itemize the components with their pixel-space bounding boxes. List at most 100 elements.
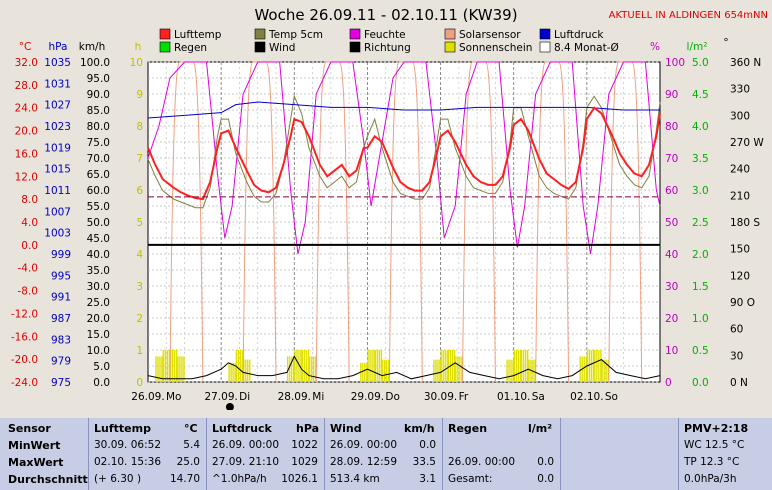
humidity-axis-tick: 0 [665, 377, 672, 389]
legend-swatch [159, 28, 171, 40]
pressure-axis-tick: 979 [51, 356, 71, 368]
temp-axis-tick: 8.0 [21, 194, 38, 206]
direction-unit: ° [723, 37, 728, 49]
temp-axis-tick: -24.0 [11, 377, 38, 389]
humidity-axis-tick: 50 [665, 217, 678, 229]
x-tick-day: Sa [532, 391, 545, 403]
wind-unit: km/h [404, 422, 435, 435]
x-tick-date: 27.09. [204, 391, 237, 403]
sunshine-bar [360, 362, 368, 382]
sunshine-bar [162, 350, 170, 382]
temp-axis-tick: -12.0 [11, 308, 38, 320]
pressure-axis-tick: 1015 [44, 164, 71, 176]
rain-axis-tick: 4.0 [692, 121, 709, 133]
luftdruck-max-value: 1029 [291, 456, 318, 468]
legend-swatch [349, 41, 361, 53]
legend-label: Feuchte [364, 29, 406, 41]
humidity-unit: % [650, 41, 660, 53]
series-line-lufttemp [147, 106, 661, 201]
series-line-feuchte [147, 61, 661, 255]
rain-axis-tick: 5.0 [692, 57, 709, 69]
wind-axis-tick: 30.0 [87, 281, 110, 293]
sunshine-bar [374, 350, 383, 382]
regen-unit: l/m² [528, 422, 553, 435]
rain-axis-tick: 3.5 [692, 153, 709, 165]
windchill-value: WC 12.5 °C [684, 439, 745, 451]
pressure-trend-value: 0.0hPa/3h [684, 473, 737, 485]
x-tick-day: So [605, 391, 618, 403]
direction-axis-tick: 0 N [730, 377, 748, 389]
rain-axis-tick: 3.0 [692, 185, 709, 197]
temp-axis-tick: -8.0 [18, 286, 39, 298]
humidity-axis-tick: 30 [665, 281, 678, 293]
pressure-axis-tick: 987 [51, 313, 71, 325]
pressure-axis-tick: 1003 [44, 228, 71, 240]
legend-swatch [444, 41, 456, 53]
pressure-axis-tick: 1035 [44, 57, 71, 69]
sun-axis-tick: 0 [136, 377, 143, 389]
wind-axis-tick: 90.0 [87, 89, 110, 101]
pressure-axis-tick: 991 [51, 292, 71, 304]
legend-swatch [539, 41, 551, 53]
rain-axis-tick: 4.5 [692, 89, 709, 101]
wind-distance: 513.4 km [330, 473, 380, 485]
x-tick-date: 30.09. [424, 391, 457, 403]
pressure-axis-tick: 1027 [44, 100, 71, 112]
statistics-table: Sensor MinWert MaxWert Durchschnitt Luft… [0, 418, 772, 490]
x-tick-date: 02.10. [570, 391, 603, 403]
pressure-axis-tick: 983 [51, 334, 71, 346]
maxwert-label: MaxWert [8, 456, 64, 469]
wind-header: Wind [330, 422, 362, 435]
temp-axis-tick: 20.0 [15, 126, 38, 138]
weather-week-chart: 32.0 28.0 24.0 20.0 16.0 12.0 8.0 4.0 0.0 -4.0 -8.… [11, 6, 768, 411]
live-location-label: AKTUELL IN ALDINGEN 654mNN [609, 10, 768, 21]
temp-axis-tick: -16.0 [11, 331, 38, 343]
rain-axis-tick: 0.0 [692, 377, 709, 389]
durchschnitt-label: Durchschnitt [8, 473, 88, 486]
legend-label: Wind [269, 42, 295, 54]
wind-axis-tick: 10.0 [87, 345, 110, 357]
direction-axis-tick: 60 [730, 324, 743, 336]
luftdruck-trend: ^1.0hPa/h [212, 473, 267, 485]
sun-axis-tick: 3 [136, 281, 143, 293]
luftdruck-unit: hPa [296, 422, 320, 435]
sunshine-bar [367, 350, 375, 382]
pressure-axis-tick: 995 [51, 270, 71, 282]
x-tick-day: Di [239, 391, 250, 403]
legend-swatch [254, 41, 266, 53]
legend-label: Solarsensor [459, 29, 521, 41]
sunshine-bar [433, 359, 441, 382]
humidity-axis-tick: 80 [665, 121, 678, 133]
luftdruck-header: Luftdruck [212, 422, 272, 435]
direction-axis-tick: 180 S [730, 217, 760, 229]
wind-axis-tick: 45.0 [87, 233, 110, 245]
chart-title: Woche 26.09.11 - 02.10.11 (KW39) [254, 6, 517, 24]
current-time-marker [225, 403, 234, 411]
legend-label: Luftdruck [554, 29, 604, 41]
wind-axis-tick: 35.0 [87, 265, 110, 277]
pressure-axis-tick: 1023 [44, 121, 71, 133]
lufttemp-min-value: 5.4 [183, 439, 200, 451]
sunshine-bar [440, 350, 448, 382]
regen-total-value: 0.0 [537, 473, 554, 485]
sun-axis-tick: 1 [136, 345, 143, 357]
x-tick-day: Fr [459, 391, 469, 403]
sun-axis-tick: 4 [136, 249, 143, 261]
wind-avg-value: 3.1 [419, 473, 436, 485]
wind-axis-tick: 0.0 [93, 377, 110, 389]
regen-time: 26.09. 00:00 [448, 456, 515, 468]
humidity-axis-tick: 90 [665, 89, 678, 101]
pmv-header: PMV+2:18 [684, 422, 749, 435]
sun-axis-tick: 5 [136, 217, 143, 229]
sensor-header: Sensor [8, 422, 51, 435]
sun-axis-tick: 9 [136, 89, 143, 101]
pressure-axis-tick: 1007 [44, 206, 71, 218]
lufttemp-unit: °C [184, 422, 198, 435]
wind-axis-tick: 85.0 [87, 105, 110, 117]
rain-axis-tick: 2.0 [692, 249, 709, 261]
sun-axis-tick: 6 [136, 185, 143, 197]
direction-axis-tick: 300 [730, 110, 750, 122]
legend-swatch [444, 28, 456, 40]
wind-min-value: 0.0 [419, 439, 436, 451]
wind-axis-tick: 60.0 [87, 185, 110, 197]
